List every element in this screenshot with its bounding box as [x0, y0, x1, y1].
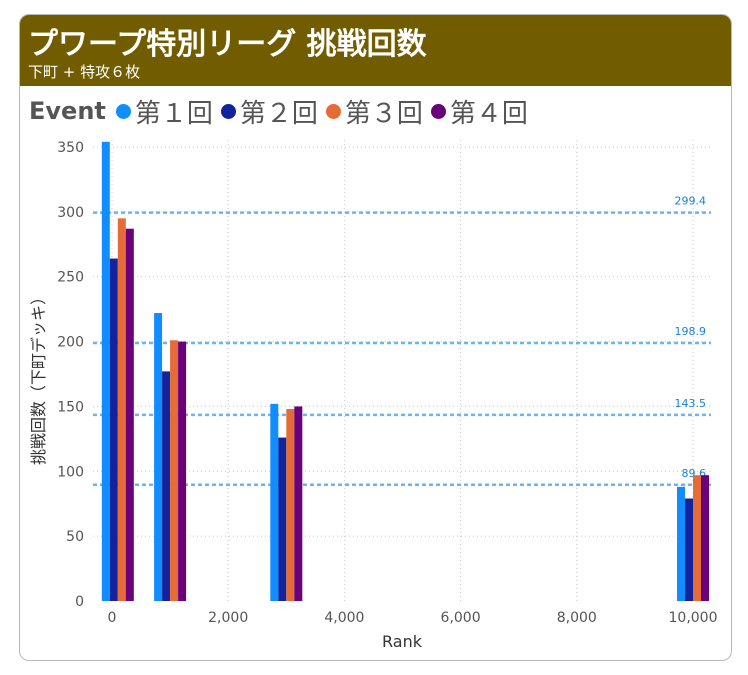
y-tick-label: 100 [57, 464, 84, 480]
header-banner: プワープ特別リーグ 挑戦回数 下町 + 特攻６枚 [20, 15, 731, 86]
reference-label: 198.9 [675, 325, 707, 338]
y-tick-label: 0 [75, 594, 84, 610]
chart-subtitle: 下町 + 特攻６枚 [28, 63, 141, 81]
reference-label: 299.4 [675, 195, 707, 208]
legend-label: 第４回 [449, 98, 528, 129]
bar [170, 340, 179, 601]
bar [685, 498, 693, 601]
y-tick-label: 350 [57, 140, 84, 156]
x-tick-label: 8,000 [557, 610, 597, 626]
legend: Event 第１回 第２回 第３回 第４回 [29, 93, 536, 129]
bar [270, 403, 279, 601]
bar [125, 228, 134, 601]
chart-title: プワープ特別リーグ 挑戦回数 [28, 27, 427, 62]
reference-label: 143.5 [675, 397, 707, 410]
y-tick-label: 50 [66, 529, 84, 545]
y-tick-label: 200 [57, 335, 84, 351]
legend-label: 第３回 [344, 98, 423, 129]
bar [286, 409, 295, 601]
legend-title: Event [29, 97, 106, 125]
chart-card: プワープ特別リーグ 挑戦回数 下町 + 特攻６枚 Event 第１回 第２回 第… [19, 14, 732, 661]
bar [162, 371, 171, 601]
x-tick-label: 0 [108, 610, 117, 626]
y-axis-label: 挑戦回数（下町デッキ） [29, 289, 48, 465]
legend-dot-icon [220, 103, 236, 119]
legend-item-3[interactable]: 第３回 [325, 93, 423, 130]
bar [677, 486, 685, 601]
bar [294, 406, 303, 601]
x-tick-label: 10,000 [669, 610, 718, 626]
x-tick-label: 2,000 [208, 610, 248, 626]
y-axis-ticks: 0 50 100 150 200 250 300 350 [57, 140, 84, 610]
legend-dot-icon [325, 103, 341, 119]
x-tick-label: 6,000 [441, 610, 481, 626]
legend-label: 第１回 [134, 98, 213, 129]
y-tick-label: 150 [57, 399, 84, 415]
legend-dot-icon [430, 103, 446, 119]
bar [178, 341, 187, 601]
legend-item-4[interactable]: 第４回 [430, 93, 528, 130]
x-axis-label: Rank [382, 632, 423, 651]
legend-dot-icon [115, 103, 131, 119]
bar [693, 475, 701, 601]
legend-label: 第２回 [239, 98, 318, 129]
legend-item-1[interactable]: 第１回 [115, 93, 213, 130]
bar [701, 475, 709, 601]
bars [101, 141, 709, 602]
bar [278, 437, 287, 601]
x-tick-label: 4,000 [324, 610, 364, 626]
y-tick-label: 300 [57, 205, 84, 221]
bar [101, 141, 110, 601]
x-axis-ticks: 0 2,000 4,000 6,000 8,000 10,000 [108, 610, 718, 626]
y-tick-label: 250 [57, 270, 84, 286]
bar [154, 313, 163, 601]
bar [117, 218, 126, 602]
legend-item-2[interactable]: 第２回 [220, 93, 318, 130]
bar [109, 258, 118, 601]
